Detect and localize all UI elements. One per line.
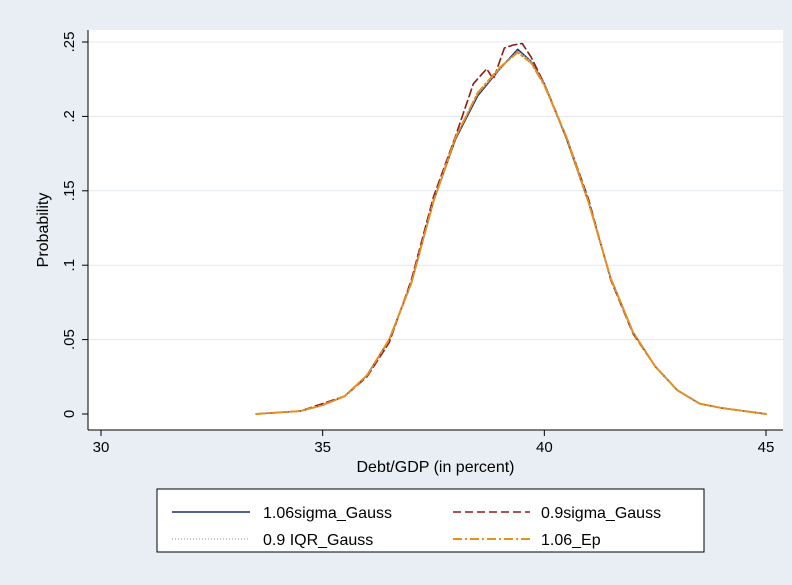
y-tick-label: .2: [61, 110, 78, 123]
y-tick-label: .25: [61, 32, 78, 53]
legend-label: 1.06_Ep: [541, 532, 601, 549]
legend-label: 0.9 IQR_Gauss: [263, 532, 373, 549]
x-tick-label: 40: [536, 439, 553, 456]
x-tick-label: 35: [314, 439, 331, 456]
x-axis-label: Debt/GDP (in percent): [357, 459, 515, 476]
series-line-1-06-ep: [255, 51, 767, 415]
legend-label: 1.06sigma_Gauss: [263, 505, 392, 522]
y-tick-label: .15: [61, 180, 78, 201]
y-tick-label: .1: [61, 259, 78, 272]
legend-box: [156, 488, 705, 553]
series-group: [255, 42, 767, 415]
plot-area: [88, 30, 783, 430]
y-axis-label: Probability: [35, 193, 52, 268]
series-line-0-9sigma-gauss: [255, 42, 767, 415]
x-tick-label: 45: [758, 439, 775, 456]
x-tick-label: 30: [93, 439, 110, 456]
axes: 0 .05 .1 .15 .2 .25 30 35 40 45: [61, 30, 783, 456]
y-tick-label: 0: [61, 410, 78, 418]
y-tick-label: .05: [61, 329, 78, 350]
legend: 1.06sigma_Gauss 0.9sigma_Gauss 0.9 IQR_Gau…: [156, 488, 705, 553]
legend-label: 0.9sigma_Gauss: [541, 505, 661, 522]
